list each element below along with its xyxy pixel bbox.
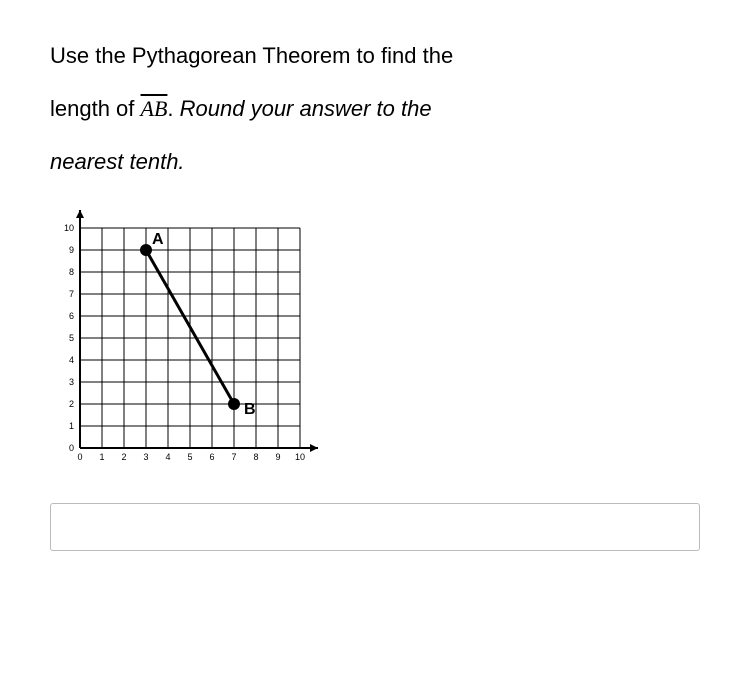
svg-text:2: 2: [121, 452, 126, 462]
svg-text:10: 10: [295, 452, 305, 462]
question-line-2-italic: Round your answer to the: [180, 96, 432, 121]
svg-text:10: 10: [64, 223, 74, 233]
svg-text:5: 5: [69, 333, 74, 343]
question-text: Use the Pythagorean Theorem to find the …: [50, 30, 700, 188]
svg-text:8: 8: [253, 452, 258, 462]
svg-text:9: 9: [69, 245, 74, 255]
question-line-2-pre: length of: [50, 96, 141, 121]
svg-text:2: 2: [69, 399, 74, 409]
svg-text:3: 3: [69, 377, 74, 387]
question-line-2-post: .: [167, 96, 179, 121]
svg-text:7: 7: [231, 452, 236, 462]
answer-input[interactable]: [50, 503, 700, 551]
svg-text:4: 4: [69, 355, 74, 365]
svg-text:0: 0: [77, 452, 82, 462]
svg-text:8: 8: [69, 267, 74, 277]
svg-text:1: 1: [99, 452, 104, 462]
svg-text:6: 6: [209, 452, 214, 462]
svg-text:3: 3: [143, 452, 148, 462]
svg-text:9: 9: [275, 452, 280, 462]
svg-text:0: 0: [69, 443, 74, 453]
svg-text:B: B: [244, 401, 256, 418]
svg-text:5: 5: [187, 452, 192, 462]
svg-text:1: 1: [69, 421, 74, 431]
svg-text:7: 7: [69, 289, 74, 299]
question-line-3-italic: nearest tenth.: [50, 149, 185, 174]
svg-text:A: A: [152, 231, 164, 248]
segment-ab: AB: [141, 96, 168, 121]
grid-svg: 0 1 2 3 4 5 6 7 8 9 10 0 1 2 3 4 5 6 7 8 9 10 A B: [50, 208, 370, 473]
svg-text:6: 6: [69, 311, 74, 321]
question-line-1: Use the Pythagorean Theorem to find the: [50, 43, 453, 68]
svg-text:4: 4: [165, 452, 170, 462]
coordinate-grid-chart: 0 1 2 3 4 5 6 7 8 9 10 0 1 2 3 4 5 6 7 8 9 10 A B: [50, 208, 700, 473]
